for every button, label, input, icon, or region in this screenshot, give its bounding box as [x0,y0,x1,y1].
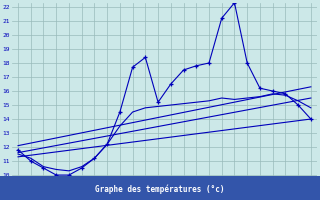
Text: Graphe des températures (°c): Graphe des températures (°c) [95,184,225,194]
X-axis label: Graphe des températures (°c): Graphe des températures (°c) [100,188,229,197]
